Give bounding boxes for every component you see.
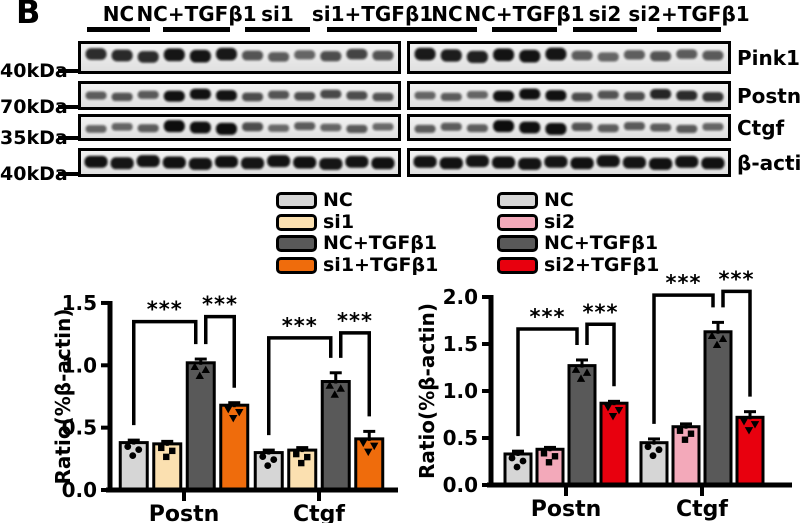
svg-text:1.0: 1.0 (62, 353, 97, 377)
mw-tick (58, 172, 79, 176)
legend-label: si2+TGFβ1 (544, 253, 660, 276)
legend-label: NC (544, 189, 574, 211)
legend-item-si1+TGFβ1: si1+TGFβ1 (276, 253, 439, 276)
mw-label-pink1: 40kDa (0, 60, 68, 82)
protein-label-3: Ctgf (737, 115, 785, 140)
legend-swatch (276, 192, 317, 209)
blot-β-actin-left (78, 148, 401, 177)
svg-text:0.5: 0.5 (443, 426, 478, 450)
svg-text:Postn: Postn (531, 497, 602, 522)
mw-label-ctgf: 35kDa (0, 127, 68, 149)
legend-label: NC (323, 189, 353, 211)
lane-group-text: NC+TGFβ1 (464, 2, 585, 26)
legend-label: si1+TGFβ1 (323, 253, 439, 276)
legend-swatch (497, 213, 538, 231)
legend-label: si2 (544, 210, 576, 233)
legend-item-NC: NC (497, 191, 574, 210)
svg-text:0.0: 0.0 (62, 478, 97, 502)
lane-group-text: si2 (588, 2, 622, 26)
legend-label: NC+TGFβ1 (544, 232, 659, 254)
mw-tick (58, 105, 79, 109)
mw-tick (58, 69, 79, 73)
legend-item-si2+TGFβ1: si2+TGFβ1 (497, 253, 660, 276)
svg-text:***: *** (530, 305, 566, 329)
svg-text:***: *** (583, 300, 619, 324)
svg-text:***: *** (337, 309, 373, 333)
lane-group-text: si1+TGFβ1 (311, 2, 434, 26)
mw-tick (58, 136, 79, 140)
legend-swatch (276, 256, 317, 274)
blot-postn-left (78, 81, 401, 110)
lane-group-text: NC+TGFβ1 (136, 2, 257, 26)
svg-text:***: *** (202, 293, 238, 317)
svg-text:0.0: 0.0 (443, 473, 478, 497)
lane-group-label-8: si2+TGFβ1 (628, 4, 750, 32)
svg-text:Ratio(%β-actin): Ratio(%β-actin) (51, 308, 75, 484)
mw-label-postn: 70kDa (0, 96, 68, 118)
blot-pink1-right (407, 41, 731, 74)
legend-item-NC+TGFβ1: NC+TGFβ1 (497, 234, 658, 253)
legend-item-si2: si2 (497, 210, 576, 233)
legend-label: NC+TGFβ1 (323, 232, 438, 254)
lane-group-text: NC (102, 2, 135, 26)
legend-swatch (497, 235, 538, 252)
svg-text:Postn: Postn (149, 502, 220, 523)
svg-text:1.5: 1.5 (62, 291, 97, 315)
lane-group-label-3: si1 (245, 4, 310, 32)
blot-postn-right (407, 81, 731, 110)
blot-ctgf-right (407, 114, 731, 141)
svg-text:***: *** (147, 298, 183, 322)
legend-swatch (276, 235, 317, 252)
lane-group-label-7: si2 (573, 4, 637, 32)
protein-label-1: Pink1 (737, 45, 800, 70)
blot-pink1-left (78, 41, 401, 74)
legend-swatch (276, 213, 317, 231)
lane-group-label-4: si1+TGFβ1 (312, 4, 433, 32)
legend-label: si1 (323, 210, 355, 233)
protein-label-4: β-actin (737, 150, 801, 175)
blot-β-actin-right (407, 148, 731, 177)
lane-group-label-5: NC (417, 4, 477, 32)
lane-group-label-2: NC+TGFβ1 (136, 4, 257, 32)
lane-group-label-6: NC+TGFβ1 (464, 4, 585, 32)
protein-label-2: Postn (737, 83, 801, 108)
legend-item-NC: NC (276, 191, 353, 210)
legend-swatch (497, 192, 538, 209)
legend-item-NC+TGFβ1: NC+TGFβ1 (276, 234, 437, 253)
svg-text:***: *** (666, 271, 702, 295)
svg-text:Ratio(%β-actin): Ratio(%β-actin) (415, 303, 439, 479)
legend-swatch (497, 256, 538, 274)
svg-text:1.0: 1.0 (443, 379, 478, 403)
lane-group-label-1: NC (87, 4, 150, 32)
svg-text:***: *** (282, 314, 318, 338)
lane-group-text: NC (431, 2, 463, 26)
mw-label-β-actin: 40kDa (0, 163, 68, 185)
lane-group-text: si2+TGFβ1 (628, 2, 750, 26)
svg-text:***: *** (719, 267, 755, 291)
legend-item-si1: si1 (276, 210, 355, 233)
panel-label: B (16, 0, 41, 31)
svg-text:1.5: 1.5 (443, 332, 478, 356)
lane-group-text: si1 (261, 2, 294, 26)
blot-ctgf-left (78, 114, 401, 141)
svg-text:Ctgf: Ctgf (293, 502, 345, 523)
svg-text:2.0: 2.0 (443, 285, 478, 309)
svg-text:Ctgf: Ctgf (676, 497, 728, 522)
svg-text:0.5: 0.5 (62, 416, 97, 440)
